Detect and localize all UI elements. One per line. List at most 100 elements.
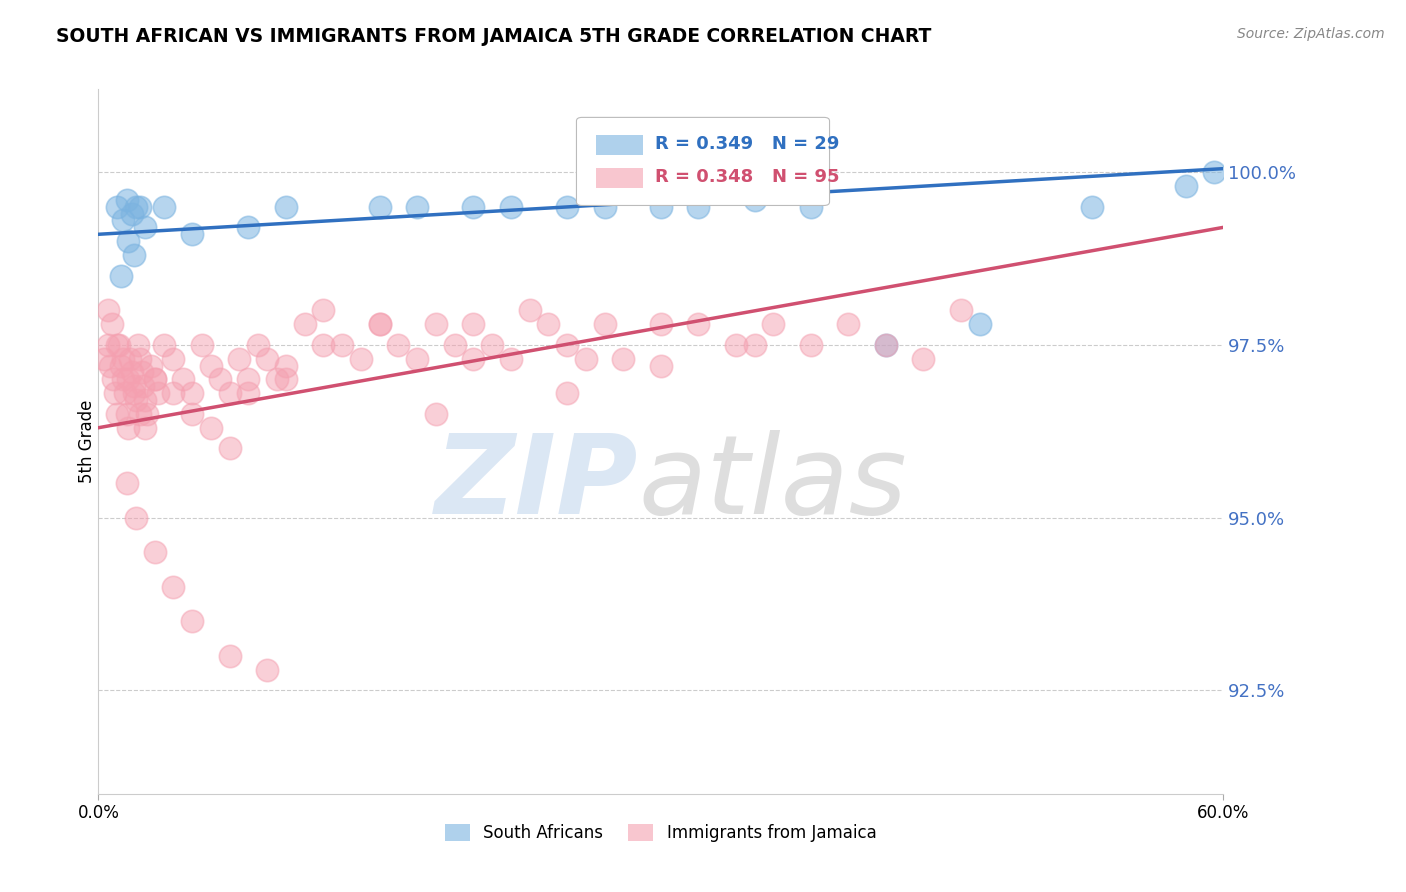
- Point: [350, 351, 373, 366]
- Point: [406, 351, 429, 366]
- Point: [481, 338, 503, 352]
- Point: [181, 407, 204, 421]
- Point: [949, 303, 972, 318]
- Point: [111, 213, 134, 227]
- Point: [117, 421, 139, 435]
- Y-axis label: 5th Grade: 5th Grade: [79, 400, 96, 483]
- Point: [125, 510, 148, 524]
- Point: [134, 421, 156, 435]
- Point: [555, 200, 578, 214]
- Point: [650, 200, 672, 214]
- Point: [800, 338, 823, 352]
- Point: [111, 351, 134, 366]
- Point: [122, 379, 145, 393]
- Point: [209, 372, 232, 386]
- Point: [499, 351, 522, 366]
- Point: [274, 200, 297, 214]
- Point: [593, 200, 616, 214]
- Point: [368, 200, 391, 214]
- Point: [121, 366, 143, 380]
- Point: [688, 317, 710, 331]
- Point: [153, 338, 176, 352]
- Point: [181, 227, 204, 242]
- Point: [181, 386, 204, 401]
- Point: [148, 386, 170, 401]
- Point: [98, 359, 121, 373]
- Point: [800, 200, 823, 214]
- Point: [688, 200, 710, 214]
- Point: [120, 351, 142, 366]
- Point: [912, 351, 935, 366]
- Point: [274, 372, 297, 386]
- Text: ZIP: ZIP: [434, 430, 638, 537]
- Point: [218, 648, 240, 663]
- Point: [110, 268, 132, 283]
- Point: [125, 200, 148, 214]
- Point: [218, 386, 240, 401]
- Legend: South Africans, Immigrants from Jamaica: South Africans, Immigrants from Jamaica: [439, 817, 883, 849]
- Point: [744, 338, 766, 352]
- Point: [103, 372, 125, 386]
- Point: [128, 351, 150, 366]
- Point: [256, 663, 278, 677]
- Point: [143, 545, 166, 559]
- Point: [143, 372, 166, 386]
- Point: [125, 393, 148, 408]
- Point: [134, 393, 156, 408]
- Point: [228, 351, 250, 366]
- Bar: [596, 135, 643, 154]
- Point: [555, 386, 578, 401]
- Point: [463, 351, 485, 366]
- Point: [612, 351, 634, 366]
- Point: [463, 317, 485, 331]
- Point: [172, 372, 194, 386]
- Point: [105, 200, 128, 214]
- Point: [368, 317, 391, 331]
- Point: [724, 338, 747, 352]
- Point: [190, 338, 212, 352]
- Point: [121, 206, 143, 220]
- Point: [650, 359, 672, 373]
- Bar: [596, 168, 643, 188]
- Point: [1174, 178, 1197, 193]
- Point: [114, 386, 136, 401]
- Point: [312, 338, 335, 352]
- Point: [110, 359, 132, 373]
- Text: R = 0.348   N = 95: R = 0.348 N = 95: [655, 169, 839, 186]
- Point: [117, 234, 139, 248]
- Point: [122, 386, 145, 401]
- Point: [256, 351, 278, 366]
- Point: [162, 351, 184, 366]
- Text: R = 0.349   N = 29: R = 0.349 N = 29: [655, 136, 839, 153]
- Point: [387, 338, 409, 352]
- Point: [575, 351, 598, 366]
- Point: [246, 338, 269, 352]
- Point: [104, 386, 127, 401]
- Point: [555, 338, 578, 352]
- Point: [463, 200, 485, 214]
- Text: SOUTH AFRICAN VS IMMIGRANTS FROM JAMAICA 5TH GRADE CORRELATION CHART: SOUTH AFRICAN VS IMMIGRANTS FROM JAMAICA…: [56, 27, 932, 45]
- Point: [115, 475, 138, 490]
- Point: [266, 372, 288, 386]
- Point: [132, 379, 155, 393]
- Point: [837, 317, 859, 331]
- Point: [593, 317, 616, 331]
- Point: [294, 317, 316, 331]
- Point: [238, 386, 260, 401]
- Point: [499, 200, 522, 214]
- Point: [650, 317, 672, 331]
- Point: [134, 220, 156, 235]
- Point: [1202, 165, 1225, 179]
- Point: [200, 421, 222, 435]
- Point: [181, 614, 204, 628]
- FancyBboxPatch shape: [576, 118, 830, 205]
- Point: [128, 407, 150, 421]
- Point: [131, 366, 153, 380]
- Point: [443, 338, 465, 352]
- Point: [105, 338, 128, 352]
- Point: [127, 338, 149, 352]
- Point: [100, 317, 122, 331]
- Point: [274, 359, 297, 373]
- Point: [238, 372, 260, 386]
- Point: [519, 303, 541, 318]
